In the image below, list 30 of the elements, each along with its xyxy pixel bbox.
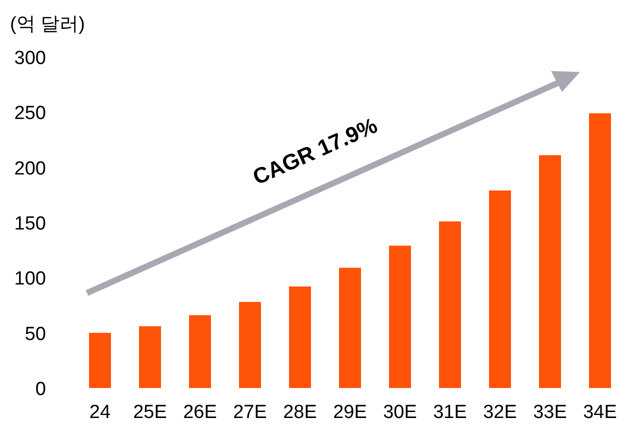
- bar: [589, 113, 611, 388]
- x-tick-label: 30E: [383, 402, 417, 423]
- x-tick-label: 32E: [483, 402, 517, 423]
- bar: [389, 246, 411, 388]
- x-tick-label: 31E: [433, 402, 467, 423]
- bar: [489, 190, 511, 388]
- bar: [439, 221, 461, 388]
- bar: [339, 268, 361, 388]
- x-tick-label: 28E: [283, 402, 317, 423]
- x-tick-label: 27E: [233, 402, 267, 423]
- y-tick-label: 200: [14, 158, 46, 180]
- x-tick-label: 25E: [133, 402, 167, 423]
- y-tick-label: 250: [14, 103, 46, 124]
- y-tick-label: 300: [14, 48, 46, 69]
- x-tick-label: 34E: [583, 402, 617, 423]
- x-tick-label: 29E: [333, 402, 367, 423]
- bar: [539, 155, 561, 388]
- bar: [289, 286, 311, 388]
- x-tick-label: 33E: [533, 402, 567, 423]
- bar: [89, 332, 111, 388]
- y-tick-label: 50: [24, 324, 46, 345]
- x-tick-label: 26E: [183, 402, 217, 423]
- bar: [189, 315, 211, 388]
- bar: [239, 302, 261, 388]
- y-tick-label: 150: [14, 214, 46, 234]
- y-axis-title: (억 달러): [10, 14, 85, 35]
- bar: [139, 326, 161, 388]
- y-tick-label: 0: [35, 379, 46, 400]
- x-tick-label: 24: [89, 402, 111, 423]
- y-tick-label: 100: [14, 268, 46, 290]
